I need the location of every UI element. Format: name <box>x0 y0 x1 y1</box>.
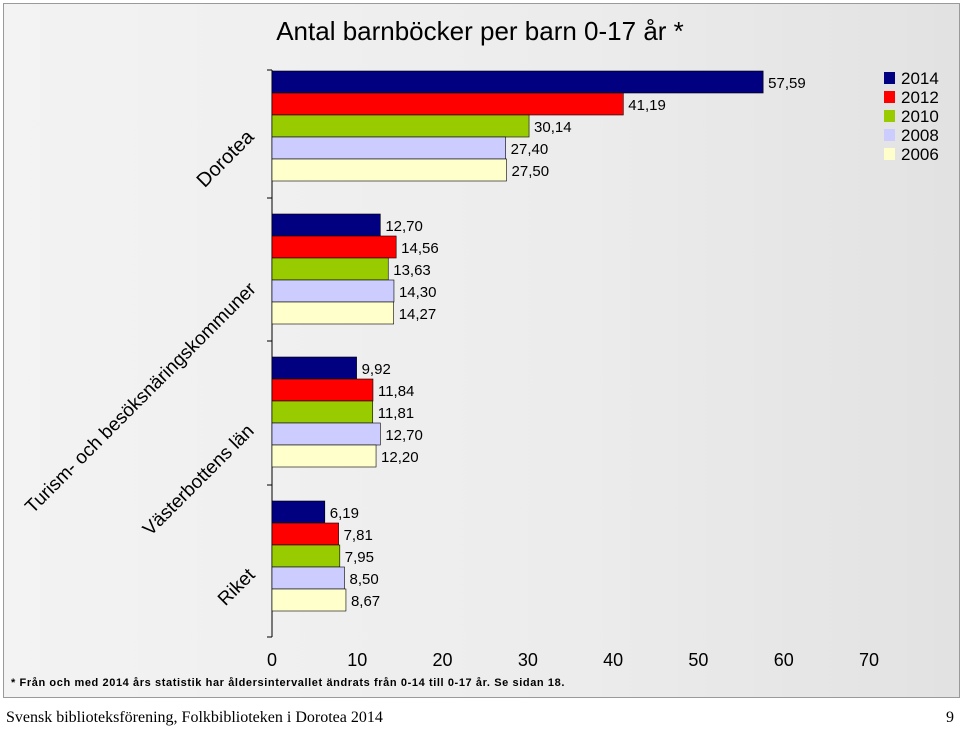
category-label: Dorotea <box>193 125 259 191</box>
bar-2012-1 <box>271 235 397 259</box>
bar-2010-1 <box>271 257 389 281</box>
data-label: 30,14 <box>534 119 572 136</box>
data-label: 11,81 <box>378 405 414 422</box>
data-label: 8,50 <box>349 571 378 588</box>
x-tick-label: 50 <box>688 650 708 670</box>
bar-2006-3 <box>271 588 347 612</box>
page-number: 9 <box>946 709 954 726</box>
category-label: Turism- och besöksnäringskommuner <box>21 278 261 518</box>
data-label: 13,63 <box>393 262 431 279</box>
legend-swatch-2012 <box>884 91 895 103</box>
bar-2010-0 <box>271 114 530 138</box>
chart-footnote: * Från och med 2014 års statistik har ål… <box>11 677 566 689</box>
bar-2014-3 <box>271 500 326 524</box>
bar-chart: Antal barnböcker per barn 0-17 år * 0 10 2… <box>21 16 939 670</box>
bar-2008-1 <box>271 279 395 303</box>
data-label: 14,30 <box>399 284 437 301</box>
data-label: 27,50 <box>512 163 550 180</box>
bar-2012-2 <box>271 378 374 402</box>
data-label: 14,27 <box>399 306 437 323</box>
legend-swatch-2014 <box>884 72 895 84</box>
legend-swatch-2008 <box>884 129 895 141</box>
data-label: 57,59 <box>768 75 806 92</box>
bar-2014-2 <box>271 356 357 380</box>
data-label: 12,20 <box>381 449 419 466</box>
legend-label: 2006 <box>901 145 939 164</box>
legend-label: 2012 <box>901 88 939 107</box>
chart-title: Antal barnböcker per barn 0-17 år * <box>276 16 684 46</box>
bar-2008-0 <box>271 136 506 160</box>
legend-swatch-2010 <box>884 110 895 122</box>
category-label: Riket <box>214 564 260 610</box>
category-label: Västerbottens län <box>139 421 258 540</box>
data-label: 12,70 <box>385 218 423 235</box>
x-tick-label: 30 <box>518 650 538 670</box>
x-tick-label: 0 <box>267 650 277 670</box>
data-label: 14,56 <box>401 240 439 257</box>
legend-label: 2008 <box>901 126 939 145</box>
bar-2006-1 <box>271 301 395 325</box>
legend-label: 2010 <box>901 107 939 126</box>
data-label: 7,95 <box>345 549 374 566</box>
bar-2010-2 <box>271 400 374 424</box>
x-tick-label: 70 <box>859 650 879 670</box>
bar-2012-3 <box>271 522 339 546</box>
bar-2008-2 <box>271 422 381 446</box>
legend-swatch-2006 <box>884 148 895 160</box>
data-label: 41,19 <box>628 97 666 114</box>
bar-2008-3 <box>271 566 345 590</box>
bar-2014-1 <box>271 213 381 237</box>
bar-2012-0 <box>271 92 624 116</box>
x-tick-label: 40 <box>603 650 623 670</box>
data-label: 9,92 <box>362 361 391 378</box>
x-tick-label: 60 <box>774 650 794 670</box>
data-label: 27,40 <box>511 141 549 158</box>
footer-source: Svensk biblioteksförening, Folkbibliotek… <box>6 709 383 726</box>
legend-label: 2014 <box>901 69 939 88</box>
bar-2014-0 <box>271 70 764 94</box>
x-tick-label: 20 <box>433 650 453 670</box>
data-label: 8,67 <box>351 593 380 610</box>
bar-2006-0 <box>271 158 507 182</box>
x-tick-label: 10 <box>347 650 367 670</box>
data-label: 7,81 <box>344 527 373 544</box>
data-label: 11,84 <box>378 383 414 400</box>
data-label: 6,19 <box>330 505 359 522</box>
data-label: 12,70 <box>385 427 423 444</box>
bar-2010-3 <box>271 544 341 568</box>
bar-2006-2 <box>271 444 377 468</box>
